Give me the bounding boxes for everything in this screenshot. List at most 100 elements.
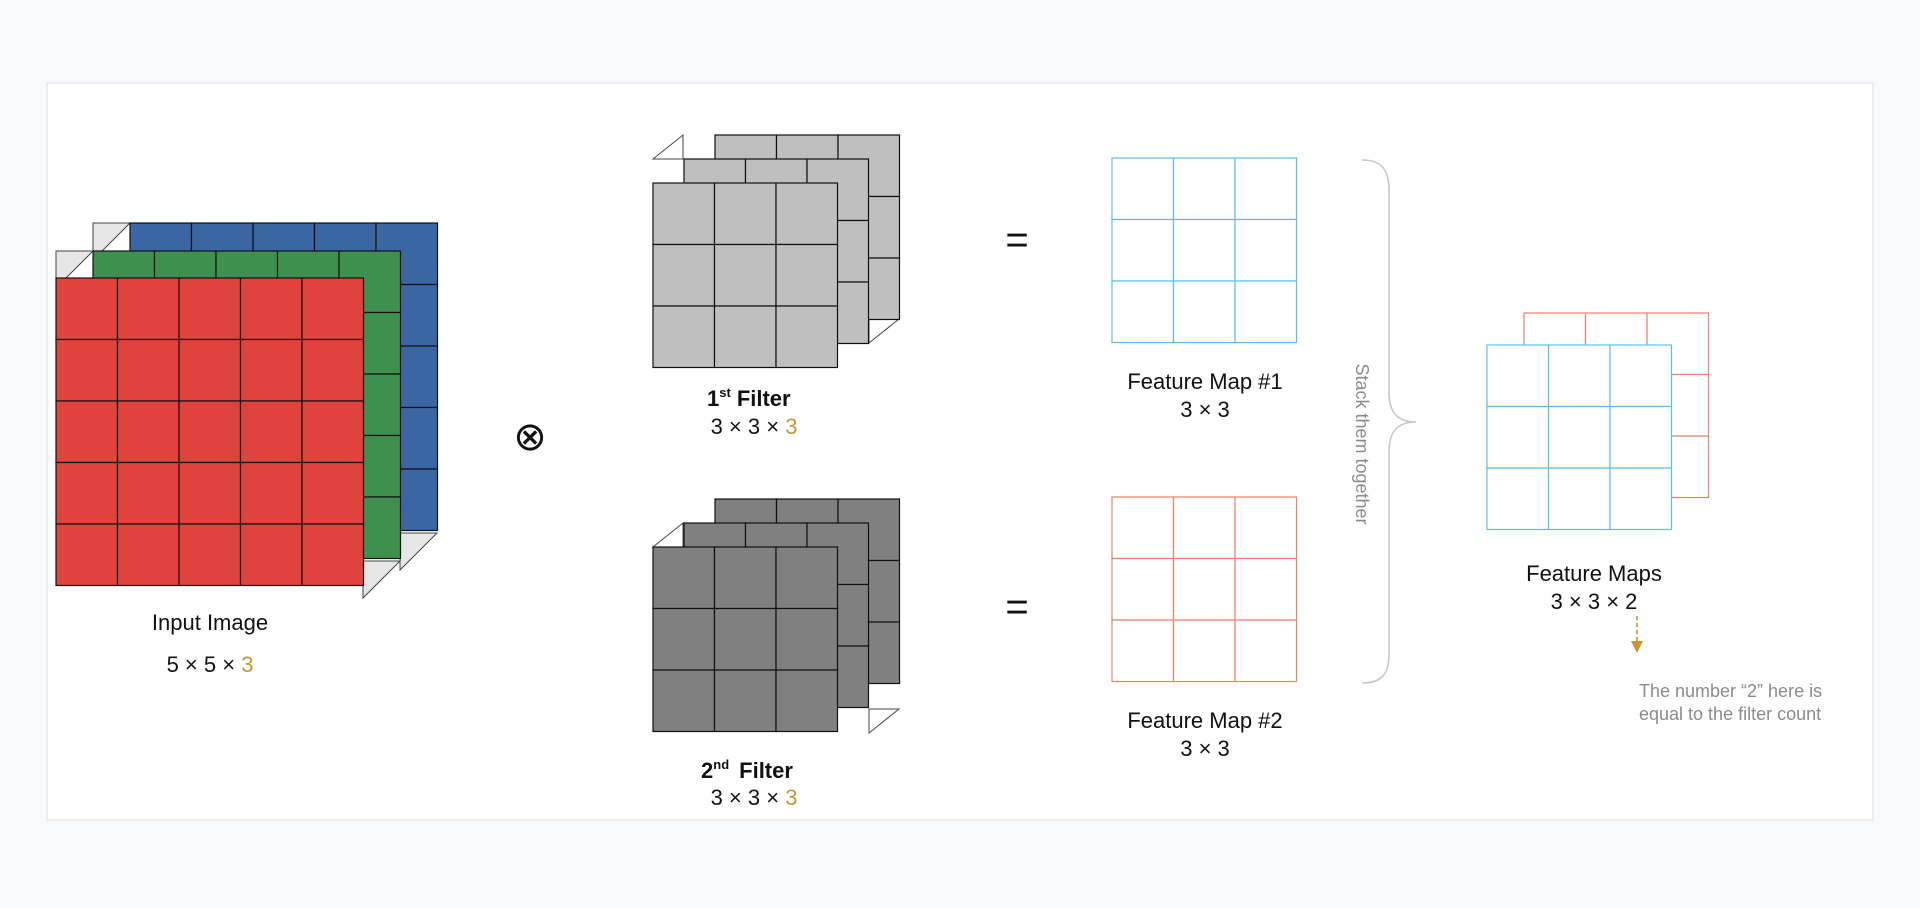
feature-map1-dims: 3 × 3 — [1180, 397, 1230, 422]
grid-cell — [652, 607, 716, 671]
grid-cell — [713, 669, 777, 733]
grid-cell — [1172, 280, 1236, 344]
note-line-1: The number “2” here is — [1639, 681, 1822, 701]
grid-cell — [178, 400, 242, 464]
grid-cell — [239, 400, 303, 464]
grid-cell — [116, 400, 180, 464]
grid-cell — [1234, 496, 1298, 560]
grid-cell — [1609, 405, 1673, 469]
feature-map2-dims: 3 × 3 — [1180, 736, 1230, 761]
grid-cell — [713, 305, 777, 369]
feature-maps-title: Feature Maps — [1526, 561, 1662, 586]
grid-cell — [775, 182, 839, 246]
stack-together-label: Stack them together — [1352, 363, 1372, 524]
grid-cell — [1486, 344, 1550, 408]
grid-cell — [1111, 496, 1175, 560]
grid-cell — [1111, 557, 1175, 621]
filter2-dims: 3 × 3 × 3 — [711, 785, 798, 810]
grid-cell — [239, 277, 303, 341]
grid-cell — [1547, 405, 1611, 469]
grid-cell — [1486, 467, 1550, 531]
grid-cell — [775, 607, 839, 671]
grid-cell — [1172, 157, 1236, 221]
grid-cell — [775, 243, 839, 307]
grid-cell — [1111, 218, 1175, 282]
grid-cell — [178, 461, 242, 525]
grid-cell — [301, 277, 365, 341]
filter2-depth: 3 — [785, 785, 797, 810]
feature-map1-grid — [1111, 157, 1298, 344]
grid-cell — [652, 546, 716, 610]
grid-cell — [116, 277, 180, 341]
grid-cell — [652, 305, 716, 369]
grid-cell — [116, 338, 180, 402]
feature-maps-dims: 3 × 3 × 2 — [1551, 589, 1638, 614]
stacked-map-front — [1486, 344, 1673, 531]
grid-cell — [1111, 280, 1175, 344]
convolution-operator-icon: ⊗ — [513, 415, 547, 459]
stacked-feature-maps — [1486, 312, 1710, 531]
grid-cell — [1234, 157, 1298, 221]
feature-map2-grid — [1111, 496, 1298, 683]
grid-cell — [1609, 344, 1673, 408]
grid-cell — [1111, 157, 1175, 221]
input-image-depth: 3 — [241, 652, 253, 677]
grid-cell — [713, 182, 777, 246]
grid-cell — [55, 400, 119, 464]
grid-cell — [178, 338, 242, 402]
grid-cell — [775, 669, 839, 733]
filter1-title: 1st Filter — [707, 385, 791, 411]
grid-cell — [239, 338, 303, 402]
grid-cell — [713, 546, 777, 610]
grid-cell — [775, 546, 839, 610]
filter2-cube — [651, 498, 901, 735]
grid-cell — [1547, 344, 1611, 408]
equals-sign-1: = — [1005, 218, 1028, 262]
grid-cell — [652, 669, 716, 733]
grid-cell — [1111, 619, 1175, 683]
grid-cell — [239, 523, 303, 587]
grid-cell — [713, 607, 777, 671]
feature-map2-title: Feature Map #2 — [1127, 708, 1282, 733]
grid-cell — [1172, 557, 1236, 621]
filter1-dims: 3 × 3 × 3 — [711, 414, 798, 439]
grid-cell — [55, 523, 119, 587]
grid-cell — [55, 277, 119, 341]
feature-map1-title: Feature Map #1 — [1127, 369, 1282, 394]
grid-cell — [55, 461, 119, 525]
grid-cell — [652, 182, 716, 246]
grid-cell — [55, 338, 119, 402]
filter2-title: 2nd Filter — [701, 757, 793, 783]
grid-cell — [239, 461, 303, 525]
input-image-title: Input Image — [152, 610, 268, 635]
grid-cell — [775, 305, 839, 369]
grid-cell — [116, 461, 180, 525]
grid-cell — [301, 461, 365, 525]
grid-cell — [178, 277, 242, 341]
grid-cell — [1234, 218, 1298, 282]
filter1-cube — [651, 133, 901, 369]
grid-cell — [1234, 280, 1298, 344]
grid-cell — [1172, 619, 1236, 683]
grid-cell — [1172, 496, 1236, 560]
grid-cell — [301, 400, 365, 464]
equals-sign-2: = — [1005, 585, 1028, 629]
input-image-cube — [55, 222, 439, 600]
input-red-channel — [55, 277, 365, 587]
grid-cell — [652, 243, 716, 307]
grid-cell — [178, 523, 242, 587]
input-image-dims: 5 × 5 × 3 — [167, 652, 254, 677]
note-line-2: equal to the filter count — [1639, 704, 1821, 724]
grid-cell — [301, 338, 365, 402]
grid-cell — [1234, 619, 1298, 683]
grid-cell — [1547, 467, 1611, 531]
grid-cell — [713, 243, 777, 307]
grid-cell — [301, 523, 365, 587]
curly-brace-icon — [1361, 159, 1417, 684]
grid-cell — [1609, 467, 1673, 531]
grid-cell — [116, 523, 180, 587]
grid-cell — [1172, 218, 1236, 282]
filter1-depth: 3 — [785, 414, 797, 439]
